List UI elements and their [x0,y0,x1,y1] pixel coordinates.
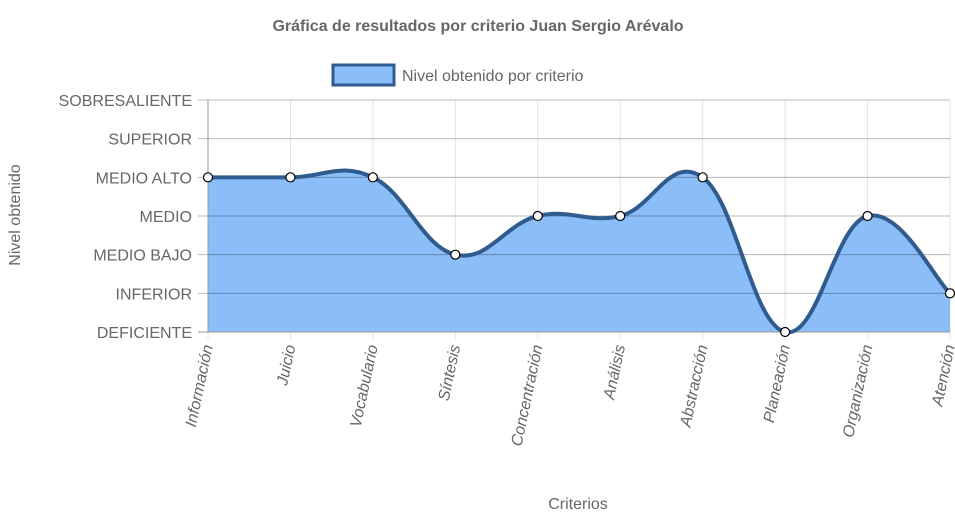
data-point-Vocabulario[interactable] [367,172,378,183]
legend[interactable]: Nivel obtenido por criterio [331,63,584,87]
data-point-Información[interactable] [202,172,214,183]
plot-area [198,99,955,340]
data-points[interactable] [202,172,955,338]
data-point-Atención[interactable] [944,288,955,299]
x-tick-label: Abstracción [677,343,711,429]
chart-title: Gráfica de resultados por criterio Juan … [272,18,683,35]
y-axis-title: Nivel obtenido [7,164,24,266]
y-tick-label: SOBRESALIENTE [59,93,192,110]
y-axis-tick-labels: DEFICIENTE INFERIOR MEDIO BAJO MEDIO MEDIO A… [59,93,192,342]
x-tick-label: Vocabulario [348,343,382,429]
data-point-Abstracción[interactable] [697,172,708,183]
y-tick-label: MEDIO BAJO [93,248,192,265]
x-tick-label: Juicio [274,343,299,388]
y-tick-label: MEDIO [140,209,192,226]
x-tick-label: Síntesis [436,343,464,402]
data-point-Juicio[interactable] [285,172,296,183]
y-gridlines [198,99,950,333]
x-axis-title: Criterios [548,496,608,513]
series-area [208,170,950,333]
x-tick-label: Análisis [601,343,629,401]
legend-swatch[interactable] [331,63,396,87]
data-point-Planeación[interactable] [780,326,791,338]
x-tick-label: Planeación [761,343,794,424]
data-point-Síntesis[interactable] [450,249,461,260]
legend-label[interactable]: Nivel obtenido por criterio [402,68,584,85]
x-tick-label: Organización [840,343,876,439]
x-tick-label: Atención [929,343,955,409]
y-tick-label: DEFICIENTE [97,325,192,342]
x-tick-label: Concentración [509,343,547,448]
data-point-Análisis[interactable] [615,210,626,222]
y-tick-label: MEDIO ALTO [96,170,192,187]
data-point-Concentración[interactable] [532,210,543,222]
x-axis-tick-labels: Información Juicio Vocabulario Síntesis Conc… [183,343,955,448]
y-tick-label: SUPERIOR [108,132,192,149]
y-tick-label: INFERIOR [116,286,192,303]
x-tick-label: Información [183,343,217,428]
data-point-Organización[interactable] [862,210,873,222]
